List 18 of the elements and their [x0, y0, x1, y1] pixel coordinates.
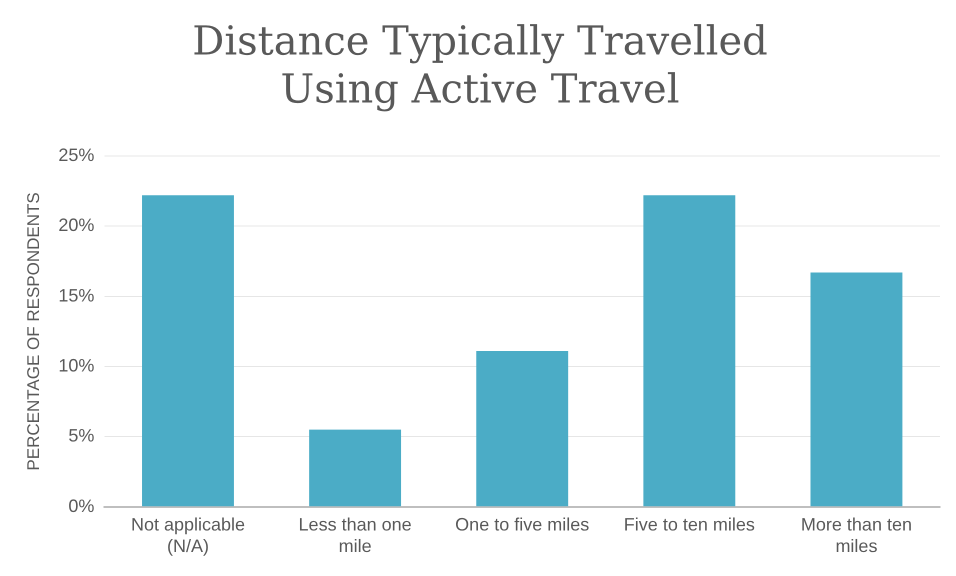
y-tick-label: 10%	[58, 355, 94, 376]
bar	[142, 195, 234, 506]
bar	[309, 430, 402, 506]
x-tick-label: More than ten miles	[800, 514, 912, 556]
bar	[643, 195, 736, 506]
x-tick-label: Less than one mile	[298, 514, 412, 556]
y-tick-label: 0%	[68, 496, 94, 516]
chart-title: Distance Typically Travelled Using Active Travel	[192, 18, 768, 112]
y-tick-label: 20%	[58, 215, 94, 236]
x-tick-label: One to five miles	[455, 514, 590, 535]
x-tick-label: Five to ten miles	[624, 514, 755, 535]
bar	[810, 272, 902, 506]
y-tick-label: 25%	[58, 144, 94, 165]
x-tick-label: Not applicable (N/A)	[130, 514, 246, 556]
bar	[476, 351, 568, 506]
y-axis-title: PERCENTAGE OF RESPONDENTS	[24, 192, 43, 471]
y-tick-label: 5%	[68, 426, 94, 446]
y-tick-label: 15%	[58, 285, 94, 306]
